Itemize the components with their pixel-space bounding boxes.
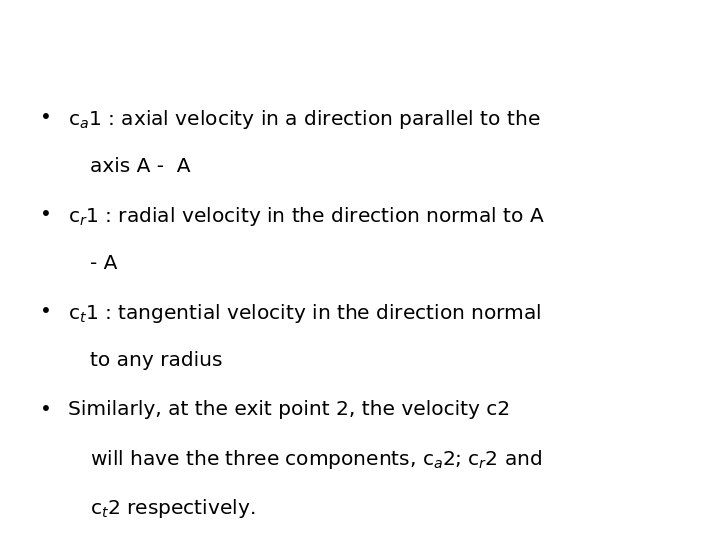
- Text: Similarly, at the exit point 2, the velocity c2: Similarly, at the exit point 2, the velo…: [68, 400, 510, 419]
- Text: •: •: [40, 108, 51, 127]
- Text: c$_{t}$1 : tangential velocity in the direction normal: c$_{t}$1 : tangential velocity in the di…: [68, 302, 542, 326]
- Text: •: •: [40, 400, 51, 419]
- Text: c$_{t}$2 respectively.: c$_{t}$2 respectively.: [90, 497, 256, 520]
- Text: to any radius: to any radius: [90, 351, 222, 370]
- Text: •: •: [40, 302, 51, 321]
- Text: axis A -  A: axis A - A: [90, 157, 191, 176]
- Text: •: •: [40, 205, 51, 224]
- Text: - A: - A: [90, 254, 117, 273]
- Text: c$_{a}$1 : axial velocity in a direction parallel to the: c$_{a}$1 : axial velocity in a direction…: [68, 108, 541, 131]
- Text: c$_{r}$1 : radial velocity in the direction normal to A: c$_{r}$1 : radial velocity in the direct…: [68, 205, 545, 228]
- Text: will have the three components, c$_{a}$2; c$_{r}$2 and: will have the three components, c$_{a}$2…: [90, 448, 542, 471]
